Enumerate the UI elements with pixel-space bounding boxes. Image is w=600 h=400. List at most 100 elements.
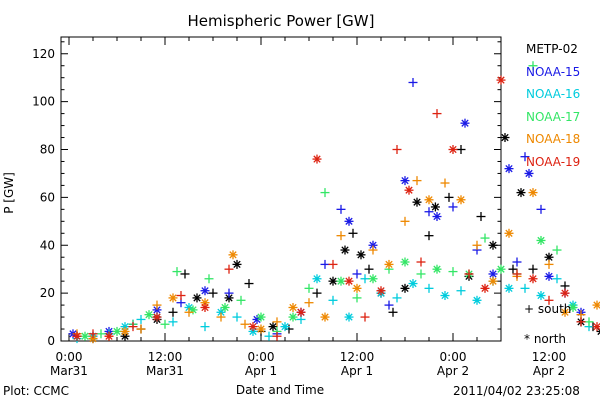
data-point-north bbox=[112, 326, 122, 336]
y-tick-label: 80 bbox=[40, 143, 55, 157]
data-point-south bbox=[136, 314, 146, 324]
data-point-north bbox=[456, 195, 466, 205]
data-point-north bbox=[500, 133, 510, 143]
data-point-south bbox=[512, 269, 522, 279]
x-tick-label-time: 0:00 bbox=[440, 350, 467, 364]
data-point-north bbox=[528, 188, 538, 198]
data-point-north bbox=[536, 235, 546, 245]
data-point-south bbox=[408, 77, 418, 87]
data-point-south bbox=[448, 267, 458, 277]
legend-marker-south: + south bbox=[524, 302, 571, 316]
data-point-south bbox=[160, 319, 170, 329]
data-point-south bbox=[464, 269, 474, 279]
data-point-north bbox=[430, 202, 440, 212]
data-point-north bbox=[340, 245, 350, 255]
data-point-north bbox=[400, 283, 410, 293]
data-point-north bbox=[460, 118, 470, 128]
data-point-north bbox=[504, 228, 514, 238]
legend-item-noaa-16: NOAA-16 bbox=[526, 87, 581, 101]
x-tick-label-date: Mar31 bbox=[50, 364, 88, 378]
data-point-north bbox=[592, 300, 600, 310]
x-tick-label-time: 12:00 bbox=[532, 350, 567, 364]
data-point-north bbox=[268, 322, 278, 332]
data-point-south bbox=[476, 212, 486, 222]
data-point-north bbox=[344, 276, 354, 286]
x-tick-label-date: Mar31 bbox=[146, 364, 184, 378]
data-point-south bbox=[456, 145, 466, 155]
data-point-south bbox=[444, 192, 454, 202]
data-point-south bbox=[232, 312, 242, 322]
data-point-south bbox=[440, 178, 450, 188]
data-point-south bbox=[400, 216, 410, 226]
data-point-south bbox=[520, 152, 530, 162]
data-point-north bbox=[104, 331, 114, 341]
data-point-south bbox=[424, 283, 434, 293]
data-point-north bbox=[504, 283, 514, 293]
data-point-south bbox=[384, 300, 394, 310]
data-point-north bbox=[504, 164, 514, 174]
data-point-north bbox=[424, 195, 434, 205]
data-point-south bbox=[348, 228, 358, 238]
y-tick-label: 60 bbox=[40, 190, 55, 204]
data-point-south bbox=[304, 298, 314, 308]
data-point-north bbox=[440, 291, 450, 301]
data-point-north bbox=[144, 310, 154, 320]
data-point-north bbox=[168, 293, 178, 303]
data-point-south bbox=[88, 329, 98, 339]
y-tick-label: 120 bbox=[32, 47, 55, 61]
data-point-north bbox=[408, 279, 418, 289]
data-point-north bbox=[232, 259, 242, 269]
data-point-south bbox=[552, 245, 562, 255]
data-point-north bbox=[368, 240, 378, 250]
data-point-south bbox=[312, 288, 322, 298]
data-point-north bbox=[280, 322, 290, 332]
asterisk-marker-icon: * bbox=[524, 332, 530, 346]
data-point-north bbox=[528, 274, 538, 284]
y-tick-label: 20 bbox=[40, 286, 55, 300]
legend-marker-south-label: south bbox=[537, 302, 572, 316]
data-point-south bbox=[224, 288, 234, 298]
x-tick-label-time: 0:00 bbox=[248, 350, 275, 364]
data-point-north bbox=[448, 145, 458, 155]
legend-marker-north-label: north bbox=[533, 332, 567, 346]
data-point-north bbox=[288, 312, 298, 322]
data-point-north bbox=[536, 291, 546, 301]
data-point-south bbox=[364, 264, 374, 274]
data-point-south bbox=[368, 245, 378, 255]
data-point-south bbox=[180, 269, 190, 279]
data-point-north bbox=[188, 305, 198, 315]
data-point-south bbox=[304, 283, 314, 293]
footer-credit: Plot: CCMC bbox=[3, 384, 69, 398]
data-point-north bbox=[488, 276, 498, 286]
data-point-south bbox=[480, 233, 490, 243]
data-point-north bbox=[496, 75, 506, 85]
data-point-south bbox=[224, 264, 234, 274]
data-point-north bbox=[344, 312, 354, 322]
data-point-north bbox=[400, 176, 410, 186]
data-point-south bbox=[96, 329, 106, 339]
data-point-south bbox=[432, 109, 442, 119]
x-tick-label-date: Apr 2 bbox=[437, 364, 469, 378]
data-point-north bbox=[544, 271, 554, 281]
data-point-south bbox=[552, 274, 562, 284]
data-point-north bbox=[516, 188, 526, 198]
data-point-south bbox=[424, 231, 434, 241]
data-point-north bbox=[412, 197, 422, 207]
data-point-north bbox=[568, 302, 578, 312]
data-point-south bbox=[448, 202, 458, 212]
data-point-north bbox=[152, 312, 162, 322]
data-point-north bbox=[356, 250, 366, 260]
data-point-south bbox=[328, 295, 338, 305]
data-point-south bbox=[272, 331, 282, 341]
footer-timestamp: 2011/04/02 23:25:08 bbox=[453, 384, 580, 398]
data-point-south bbox=[264, 331, 274, 341]
data-point-south bbox=[128, 322, 138, 332]
x-tick-label-date: Apr 1 bbox=[245, 364, 277, 378]
data-point-north bbox=[432, 264, 442, 274]
data-point-north bbox=[296, 307, 306, 317]
data-point-south bbox=[320, 188, 330, 198]
legend-item-noaa-15: NOAA-15 bbox=[526, 64, 581, 79]
chart-title: Hemispheric Power [GW] bbox=[188, 12, 375, 30]
